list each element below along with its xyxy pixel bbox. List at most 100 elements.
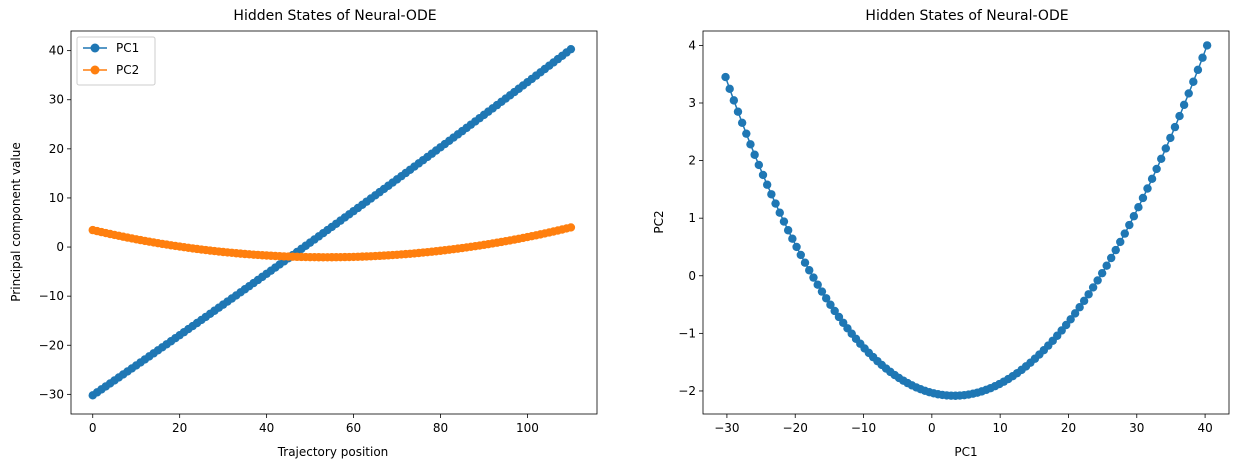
data-point (1147, 174, 1157, 184)
x-tick-label: 20 (172, 421, 187, 435)
data-point (1079, 296, 1089, 306)
y-tick-label: 0 (688, 269, 696, 283)
data-point (834, 312, 844, 322)
right-chart-panel: Hidden States of Neural-ODE −30 −20 −10 0 1 0… (652, 8, 1230, 459)
left-plot-area (88, 44, 576, 400)
y-tick-label: −1 (678, 326, 696, 340)
legend: PC1 PC2 (76, 36, 156, 86)
legend-pc1-marker (90, 43, 100, 53)
data-point (830, 306, 839, 316)
x-tick-label: 100 (516, 421, 539, 435)
data-point (1198, 53, 1207, 62)
x-tick-label: 40 (259, 421, 274, 435)
trajectory-line (724, 45, 1208, 397)
data-point (792, 242, 801, 252)
data-point (796, 250, 805, 260)
data-point (1116, 237, 1125, 247)
legend-pc2-label: PC2 (116, 63, 139, 77)
y-tick-label: 30 (49, 93, 64, 107)
data-point (758, 170, 768, 180)
data-point (771, 199, 780, 208)
x-tick-label: −30 (714, 421, 739, 435)
data-point (1120, 229, 1129, 238)
data-point (762, 180, 772, 189)
data-point (1125, 220, 1134, 230)
data-point (1193, 65, 1203, 75)
data-point (1066, 315, 1075, 324)
data-point (1134, 203, 1143, 212)
left-axes-frame (70, 30, 598, 415)
data-point (1161, 144, 1170, 153)
data-point (1202, 41, 1212, 50)
y-tick-label: −10 (39, 289, 64, 303)
y-tick-label: −30 (39, 387, 64, 401)
x-tick-label: 0 (928, 421, 936, 435)
data-point (750, 150, 759, 159)
data-point (729, 96, 739, 105)
data-point (826, 300, 835, 309)
data-point (805, 266, 814, 275)
data-point (1061, 320, 1071, 330)
data-point (1179, 100, 1189, 110)
left-chart-panel: Hidden States of Neural-ODE 0 20 40 60 80 100… (9, 8, 598, 459)
data-point (1106, 253, 1116, 263)
y-tick-label: 20 (49, 142, 64, 156)
data-point (1102, 261, 1111, 270)
x-tick-label: 80 (433, 421, 448, 435)
data-point (1093, 276, 1102, 285)
data-point-pc1 (566, 44, 576, 54)
y-tick-label: 10 (49, 191, 64, 205)
data-point (1111, 245, 1120, 255)
data-point (821, 294, 831, 303)
data-point (775, 208, 784, 217)
right-chart-title: Hidden States of Neural-ODE (865, 8, 1068, 24)
data-point (1129, 212, 1139, 221)
data-point (737, 118, 747, 127)
data-point (1075, 303, 1084, 312)
data-point (1170, 122, 1180, 132)
data-point (1189, 77, 1198, 86)
y-tick-label: 1 (688, 211, 696, 225)
left-chart-title: Hidden States of Neural-ODE (233, 8, 436, 24)
data-point (788, 234, 797, 243)
data-point (1184, 89, 1193, 98)
data-point (1138, 193, 1148, 203)
data-point (1143, 184, 1152, 193)
data-point (1166, 133, 1175, 143)
y-tick-label: 0 (56, 240, 64, 254)
data-point (1084, 290, 1093, 299)
data-point (1157, 154, 1166, 163)
legend-pc2-marker (90, 65, 100, 75)
right-y-ticks: −2 −1 0 1 2 3 4 (678, 38, 703, 398)
data-point (783, 226, 793, 235)
data-point (1175, 111, 1184, 121)
data-point (1152, 164, 1161, 174)
x-tick-label: 20 (1061, 421, 1076, 435)
data-point (1070, 309, 1080, 318)
data-point (742, 129, 751, 138)
right-axes-frame (702, 30, 1230, 415)
data-point (800, 258, 810, 267)
y-tick-label: −2 (678, 384, 696, 398)
y-tick-label: −20 (39, 338, 64, 352)
right-x-axis-label: PC1 (954, 445, 977, 459)
data-point (754, 160, 764, 170)
data-point (767, 190, 776, 199)
x-tick-label: 60 (346, 421, 361, 435)
x-tick-label: −20 (783, 421, 808, 435)
y-tick-label: 3 (688, 96, 696, 110)
left-y-axis-label: Principal component value (9, 142, 23, 301)
x-tick-label: 30 (1129, 421, 1144, 435)
data-point (733, 107, 743, 116)
x-tick-label: −10 (851, 421, 876, 435)
y-tick-label: 40 (49, 44, 64, 58)
data-point (721, 72, 730, 82)
data-point (1088, 283, 1098, 292)
data-point (813, 280, 822, 289)
data-point (725, 84, 734, 94)
data-point (817, 287, 827, 296)
x-tick-label: 0 (89, 421, 97, 435)
right-x-ticks: −30 −20 −10 0 10 20 30 40 (714, 414, 1213, 435)
data-point (809, 273, 818, 282)
